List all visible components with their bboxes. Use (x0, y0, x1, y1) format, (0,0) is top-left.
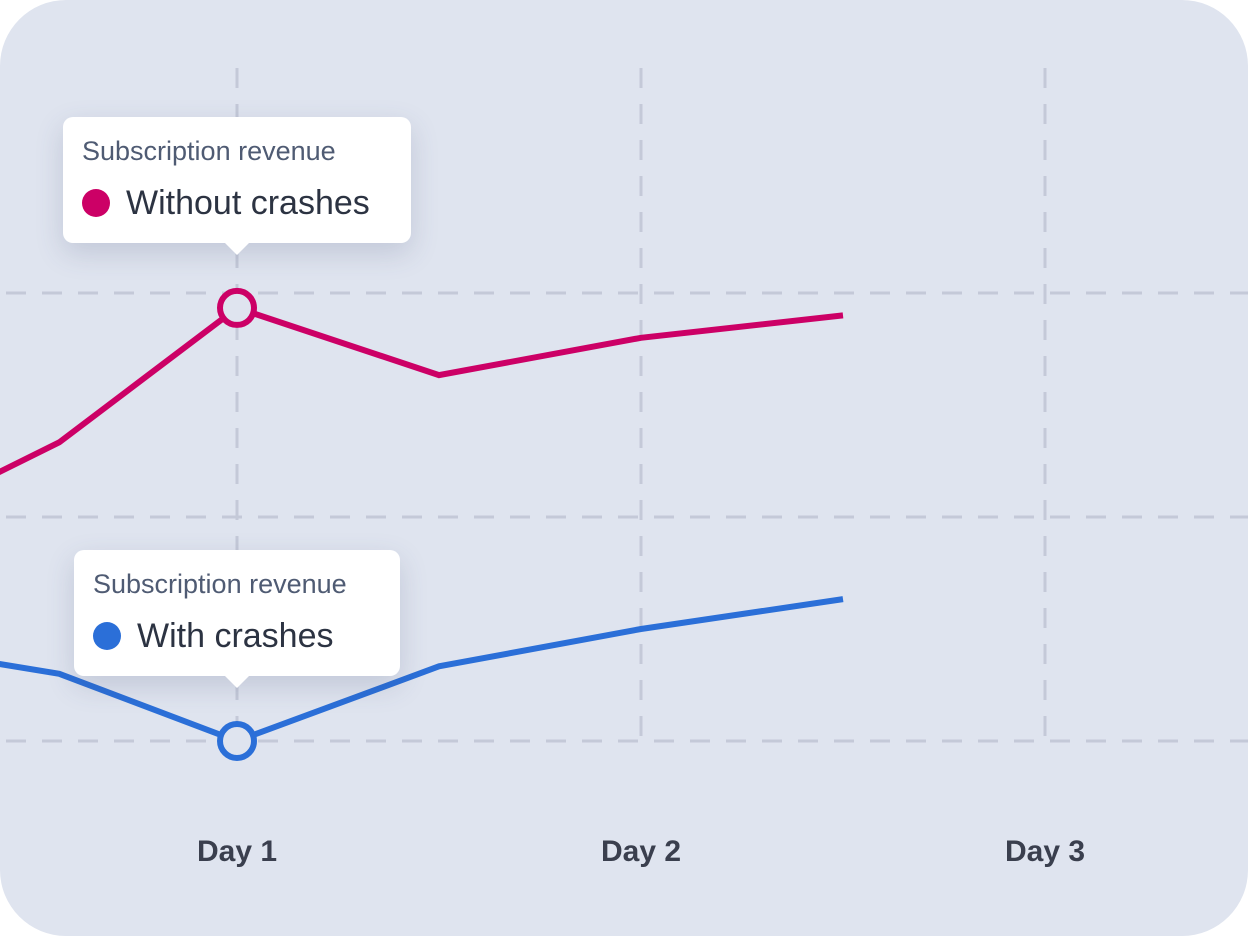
tooltip-with-crashes: Subscription revenue With crashes (74, 550, 400, 688)
tooltip-title: Subscription revenue (82, 135, 336, 166)
tooltip-title: Subscription revenue (93, 569, 347, 599)
tooltip-row: Without crashes (82, 185, 389, 221)
highlight-marker (217, 287, 257, 328)
series-line-without-crashes (0, 304, 844, 476)
series-color-dot (93, 622, 121, 650)
highlight-marker (217, 721, 257, 761)
x-tick-label: Day 3 (1005, 835, 1085, 868)
series-line-with-crashes (0, 596, 844, 745)
x-axis-ticks: Day 1 Day 2 Day 3 (197, 835, 1085, 868)
marker-layer (217, 287, 257, 761)
series-color-dot (82, 188, 110, 217)
series-layer (0, 304, 844, 745)
tooltip-series-name: Without crashes (126, 183, 370, 222)
tooltip-row: With crashes (93, 618, 378, 654)
tooltip-series-name: With crashes (137, 617, 334, 655)
x-tick-label: Day 1 (197, 835, 277, 868)
tooltip-without-crashes: Subscription revenue Without crashes (63, 116, 411, 255)
x-tick-label: Day 2 (601, 835, 681, 868)
